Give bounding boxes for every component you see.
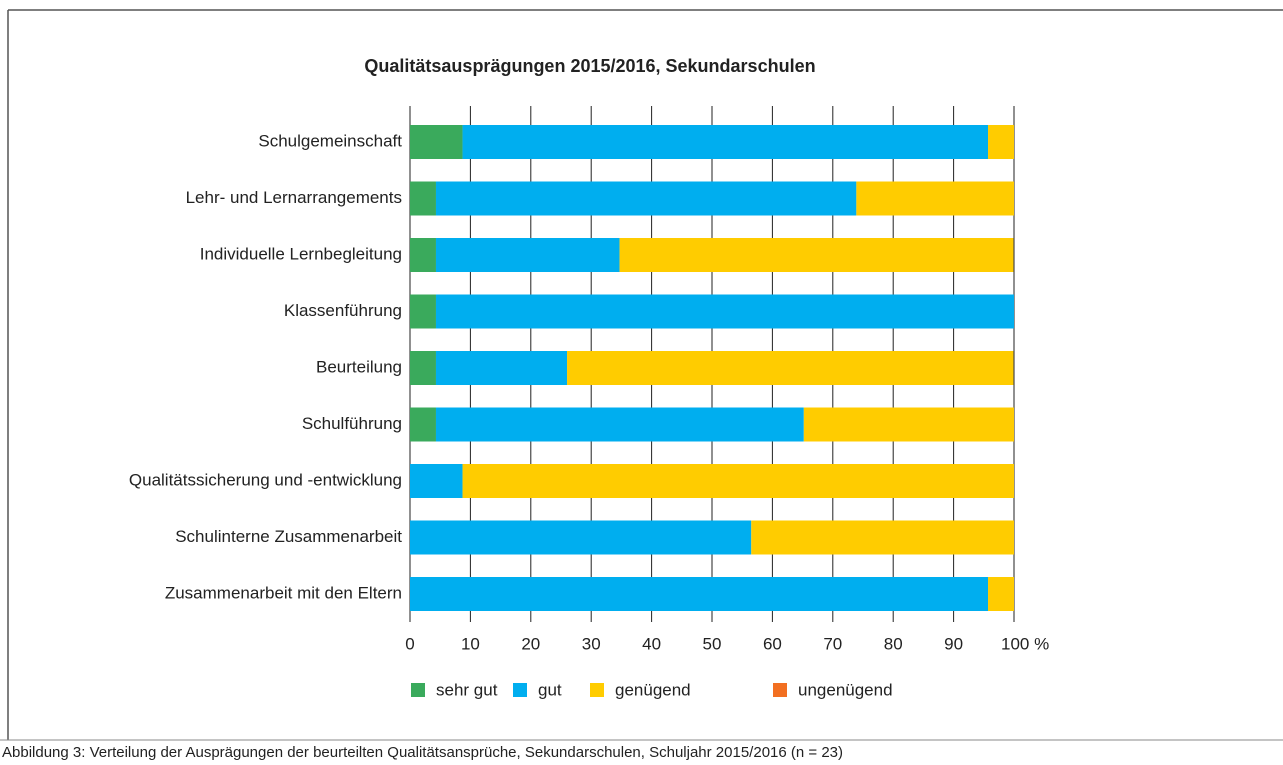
bar-segment [856, 181, 1014, 216]
bar-segment [462, 125, 989, 159]
x-tick-label: 80 [884, 634, 903, 653]
bar-segment [619, 238, 1014, 272]
y-tick-label: Zusammenarbeit mit den Eltern [165, 583, 402, 602]
bar-segment [410, 351, 436, 385]
y-tick-label: Lehr- und Lernarrangements [186, 188, 402, 207]
bar-segment [435, 181, 857, 216]
bar-segment [435, 351, 568, 385]
bar-segment [410, 577, 989, 611]
x-tick-label: 60 [763, 634, 782, 653]
bar-segment [751, 520, 1014, 555]
legend-swatch [411, 683, 425, 697]
bar-segment [988, 125, 1014, 159]
x-tick-label: 0 [405, 634, 414, 653]
bar-segment [803, 407, 1014, 442]
x-tick-label: 10 [461, 634, 480, 653]
bar-segment [410, 407, 436, 442]
legend-label: sehr gut [436, 680, 498, 699]
y-tick-label: Individuelle Lernbegleitung [200, 244, 402, 263]
x-tick-label: 30 [582, 634, 601, 653]
y-tick-label: Beurteilung [316, 357, 402, 376]
y-tick-label: Klassenführung [284, 301, 402, 320]
x-tick-label: 20 [521, 634, 540, 653]
y-tick-label: Schulgemeinschaft [258, 131, 402, 150]
legend-label: genügend [615, 680, 691, 699]
legend-label: gut [538, 680, 562, 699]
x-tick-label: 70 [823, 634, 842, 653]
chart-title: Qualitätsausprägungen 2015/2016, Sekunda… [364, 56, 815, 76]
legend-swatch [590, 683, 604, 697]
x-tick-label: 90 [944, 634, 963, 653]
x-tick-label: 50 [703, 634, 722, 653]
bar-segment [462, 464, 1015, 498]
x-tick-label: 100 % [1001, 634, 1049, 653]
y-tick-label: Schulführung [302, 414, 402, 433]
legend-swatch [513, 683, 527, 697]
bar-segment [410, 238, 436, 272]
bar-segment [435, 407, 804, 442]
bar-segment [567, 351, 1014, 385]
y-tick-label: Qualitätssicherung und -entwicklung [129, 470, 402, 489]
bar-segment [410, 125, 463, 159]
bar-segment [410, 181, 436, 216]
x-tick-label: 40 [642, 634, 661, 653]
bar-segment [410, 464, 463, 498]
bar-segment [435, 294, 1014, 329]
caption: Abbildung 3: Verteilung der Ausprägungen… [2, 744, 843, 761]
bar-segment [410, 520, 752, 555]
y-tick-label: Schulinterne Zusammenarbeit [175, 527, 402, 546]
legend-swatch [773, 683, 787, 697]
bar-segment [410, 294, 436, 329]
bar-segment [435, 238, 620, 272]
bar-segment [988, 577, 1014, 611]
legend-label: ungenügend [798, 680, 893, 699]
